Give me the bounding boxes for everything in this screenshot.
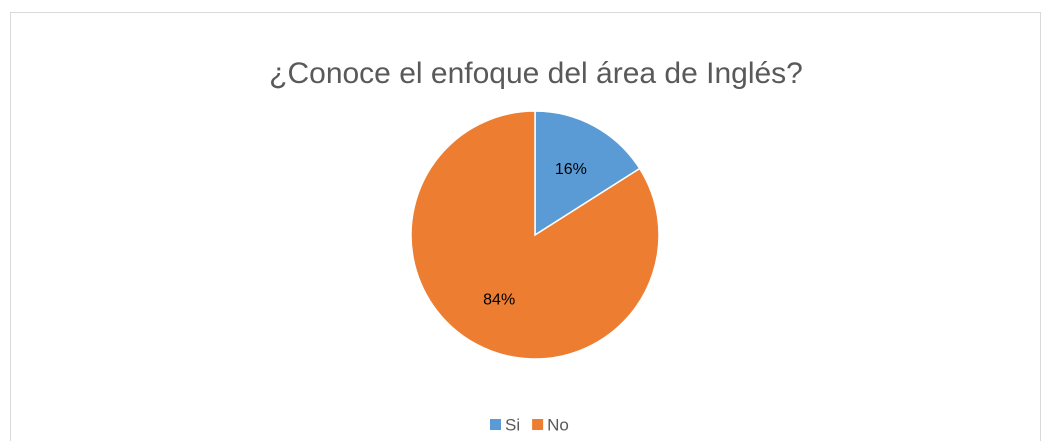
legend-label: No [547, 415, 569, 434]
legend-swatch [490, 419, 501, 430]
chart-title: ¿Conoce el enfoque del área de Inglés? [269, 57, 803, 90]
data-label: 84% [483, 291, 515, 308]
legend-label: Si [505, 415, 520, 434]
data-label: 16% [555, 161, 587, 178]
pie-slice [410, 110, 660, 360]
pie-slice [534, 110, 641, 237]
legend-swatch [532, 419, 544, 430]
